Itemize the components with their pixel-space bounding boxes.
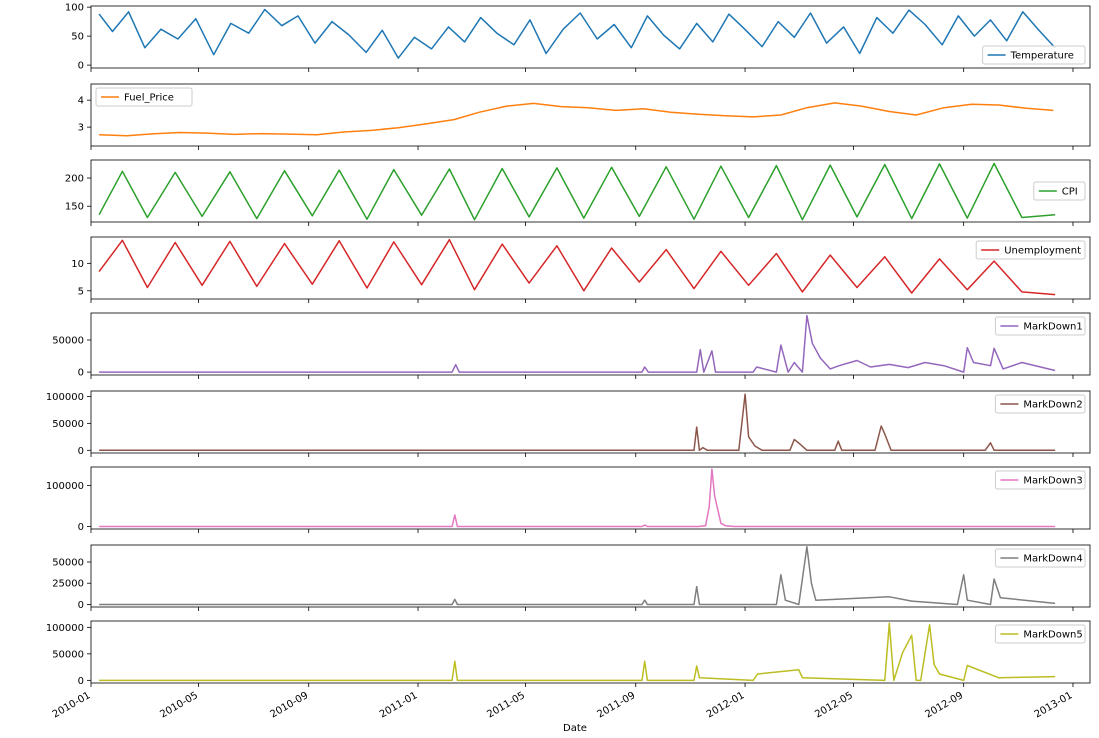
series-line-temperature bbox=[98, 8, 1056, 59]
y-tick-label: 0 bbox=[78, 368, 84, 379]
y-tick-label: 50000 bbox=[52, 335, 84, 346]
legend-markdown1: MarkDown1 bbox=[994, 316, 1086, 336]
legend-box bbox=[95, 87, 193, 107]
axes-frame bbox=[90, 312, 1091, 376]
x-tick-label: 2010-09 bbox=[269, 690, 311, 720]
series-line-markdown4 bbox=[99, 545, 1056, 606]
x-tick-label: 2013-01 bbox=[1033, 690, 1075, 720]
subplot-temperature: 0 50 100 Temperature bbox=[65, 3, 1091, 72]
series-line-cpi bbox=[98, 162, 1056, 221]
x-tick-label: 2012-05 bbox=[813, 690, 855, 720]
y-tick-label: 10 bbox=[71, 259, 84, 270]
series-line-unemployment bbox=[98, 238, 1056, 296]
y-tick-label: 100000 bbox=[46, 392, 84, 403]
y-tick-label: 5 bbox=[78, 286, 84, 297]
subplot-fuel_price: 3 4 Fuel_Price bbox=[78, 83, 1091, 150]
subplot-unemployment: 5 10 Unemployment bbox=[71, 236, 1091, 303]
x-axis-label: Date bbox=[563, 723, 587, 734]
legend-box bbox=[975, 240, 1086, 260]
axes-frame bbox=[90, 390, 1091, 454]
y-tick-label: 150 bbox=[65, 202, 84, 213]
y-tick-label: 100 bbox=[65, 3, 84, 14]
series-line-markdown3 bbox=[99, 468, 1056, 528]
y-tick-label: 0 bbox=[78, 522, 84, 533]
x-tick-label: 2010-01 bbox=[51, 690, 93, 720]
series-line-fuel_price bbox=[99, 102, 1054, 137]
subplot-markdown3: 0 100000 MarkDown3 bbox=[46, 466, 1091, 533]
legend-box bbox=[982, 45, 1086, 65]
subplot-markdown2: 0 50000 100000 MarkDown2 bbox=[46, 390, 1091, 457]
legend-box bbox=[1033, 181, 1086, 201]
legend-cpi: CPI bbox=[1033, 181, 1086, 201]
legend-box bbox=[994, 548, 1086, 568]
x-tick-label: 2011-09 bbox=[596, 690, 638, 720]
axes-frame bbox=[90, 5, 1091, 69]
legend-markdown2: MarkDown2 bbox=[994, 394, 1086, 414]
axes-frame bbox=[90, 83, 1091, 147]
y-tick-label: 4 bbox=[78, 96, 84, 107]
y-tick-label: 100000 bbox=[46, 623, 84, 634]
legend-label: MarkDown1 bbox=[1023, 322, 1082, 333]
axes-frame bbox=[90, 544, 1091, 608]
y-tick-label: 0 bbox=[78, 446, 84, 457]
subplot-cpi: 150 200 CPI bbox=[65, 159, 1091, 226]
legend-markdown5: MarkDown5 bbox=[994, 624, 1086, 644]
legend-fuel_price: Fuel_Price bbox=[95, 87, 193, 107]
legend-label: CPI bbox=[1062, 187, 1078, 198]
y-tick-label: 0 bbox=[78, 600, 84, 611]
subplot-markdown4: 0 25000 50000 MarkDown4 bbox=[52, 544, 1091, 611]
y-tick-label: 50 bbox=[71, 32, 84, 43]
axes-frame bbox=[90, 236, 1091, 300]
y-tick-label: 3 bbox=[78, 123, 84, 134]
legend-box bbox=[994, 470, 1086, 490]
x-tick-label: 2012-01 bbox=[705, 690, 747, 720]
subplot-markdown1: 0 50000 MarkDown1 bbox=[52, 312, 1091, 379]
legend-label: Temperature bbox=[1010, 51, 1074, 62]
y-tick-label: 100000 bbox=[46, 481, 84, 492]
legend-box bbox=[994, 394, 1086, 414]
legend-label: Unemployment bbox=[1004, 246, 1081, 257]
legend-box bbox=[994, 624, 1086, 644]
legend-box bbox=[994, 316, 1086, 336]
y-tick-label: 50000 bbox=[52, 419, 84, 430]
legend-label: Fuel_Price bbox=[124, 93, 174, 104]
legend-label: MarkDown5 bbox=[1023, 630, 1082, 641]
x-tick-label: 2011-01 bbox=[378, 690, 420, 720]
y-tick-label: 0 bbox=[78, 61, 84, 72]
x-tick-label: 2012-09 bbox=[923, 690, 965, 720]
y-tick-label: 200 bbox=[65, 174, 84, 185]
legend-label: MarkDown3 bbox=[1023, 476, 1082, 487]
x-tick-label: 2011-05 bbox=[485, 690, 527, 720]
legend-markdown4: MarkDown4 bbox=[994, 548, 1086, 568]
shared-x-axis: 2010-01 2010-05 2010-09 2011-01 2011-05 2011-… bbox=[51, 690, 1075, 720]
legend-label: MarkDown4 bbox=[1023, 554, 1082, 565]
y-tick-label: 0 bbox=[78, 676, 84, 687]
legend-unemployment: Unemployment bbox=[975, 240, 1086, 260]
axes-frame bbox=[90, 620, 1091, 684]
y-tick-label: 25000 bbox=[52, 579, 84, 590]
subplot-markdown5: 0 50000 100000 MarkDown5 bbox=[46, 620, 1091, 687]
y-tick-label: 50000 bbox=[52, 649, 84, 660]
legend-label: MarkDown2 bbox=[1023, 400, 1082, 411]
y-tick-label: 50000 bbox=[52, 557, 84, 568]
series-line-markdown5 bbox=[99, 622, 1056, 682]
axes-frame bbox=[90, 466, 1091, 530]
legend-temperature: Temperature bbox=[982, 45, 1086, 65]
series-line-markdown1 bbox=[99, 314, 1056, 373]
series-line-markdown2 bbox=[99, 393, 1056, 452]
axes-frame bbox=[90, 159, 1091, 223]
x-tick-label: 2010-05 bbox=[158, 690, 200, 720]
legend-markdown3: MarkDown3 bbox=[994, 470, 1086, 490]
